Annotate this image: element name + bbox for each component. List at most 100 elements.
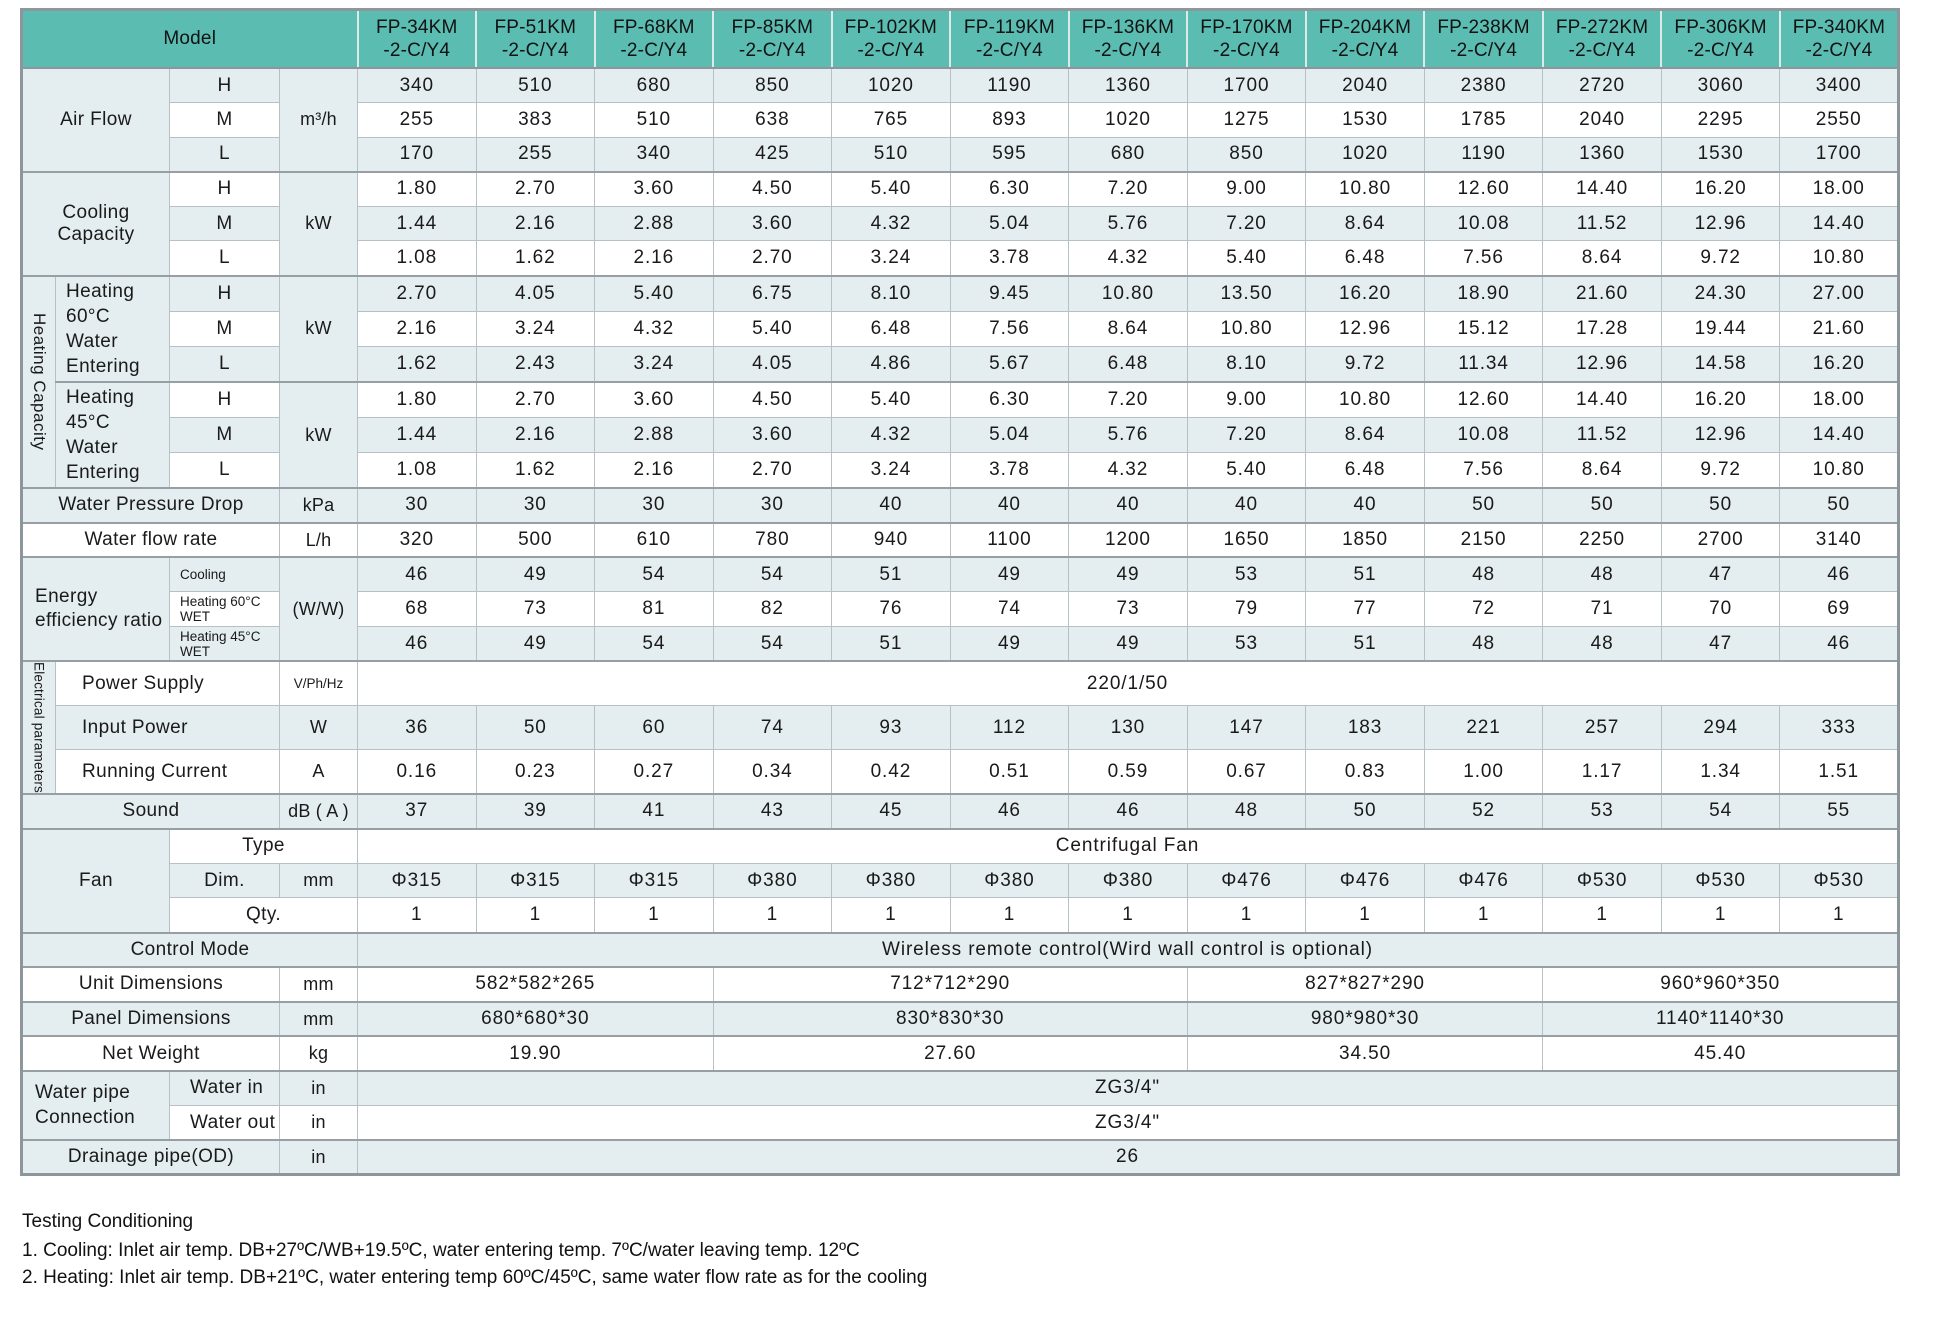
- value-cell: 1: [712, 897, 833, 934]
- value-cell: 71: [1542, 591, 1662, 628]
- model-header: Model: [20, 8, 359, 69]
- value-cell: 37: [357, 793, 477, 830]
- value-cell: 27.00: [1779, 274, 1899, 312]
- value-cell: 6.75: [712, 274, 833, 312]
- table-row: L 1.62 2.43 3.24 4.05 4.86 5.67 6.48 8.10 9.72 11.…: [22, 345, 1899, 383]
- value-cell: 5.67: [949, 345, 1070, 383]
- row-label-fan: Fan: [21, 827, 170, 934]
- value-cell: 17.28: [1542, 310, 1662, 347]
- value-cell: 130: [1068, 704, 1188, 751]
- value-cell: 50: [1542, 487, 1662, 524]
- value-cell: 54: [1660, 793, 1781, 830]
- value-cell: 46: [1068, 793, 1188, 830]
- value-cell: 7.20: [1186, 205, 1307, 242]
- value-cell: 680: [594, 67, 714, 104]
- model-column-header: FP-136KM -2-C/Y4: [1067, 8, 1189, 69]
- value-cell: 5.04: [949, 416, 1070, 454]
- value-cell: 9.72: [1660, 240, 1781, 277]
- table-row: Water Pressure Drop kPa 30 30 30 30 40 40 40 40 40…: [21, 487, 1899, 524]
- value-cell: 340: [594, 136, 714, 173]
- value-cell: 510: [475, 67, 596, 104]
- value-cell: 48: [1542, 556, 1662, 593]
- testing-notes: Testing Conditioning 1. Cooling: Inlet a…: [22, 1208, 1942, 1292]
- value-cell: 610: [594, 521, 714, 558]
- value-cell: 0.59: [1068, 749, 1188, 795]
- value-cell: Φ380: [1068, 862, 1188, 899]
- eer-sub-label-heating-60: Heating 60°C WET: [169, 591, 280, 628]
- value-cell: 46: [1779, 556, 1899, 593]
- value-cell: 582*582*265: [357, 966, 714, 1003]
- value-cell: 3.60: [594, 380, 714, 418]
- value-cell: 40: [1305, 487, 1425, 524]
- value-cell: 68: [357, 591, 477, 628]
- value-cell: 4.05: [475, 274, 596, 312]
- value-cell: 47: [1660, 626, 1781, 662]
- value-cell: 30: [594, 487, 714, 524]
- value-cell: 0.27: [594, 749, 714, 795]
- value-cell: 1.08: [357, 240, 477, 277]
- speed-label-h: H: [169, 170, 280, 207]
- value-cell: 6.48: [1068, 345, 1188, 383]
- value-cell: 1.62: [475, 452, 596, 489]
- value-cell: 8.10: [831, 274, 951, 312]
- unit-label: (W/W): [279, 556, 358, 662]
- value-cell: 48: [1423, 626, 1544, 662]
- value-cell: 54: [712, 626, 833, 662]
- table-row: Input Power W 36 50 60 74 93 112 130 147 183 221 257…: [22, 704, 1899, 751]
- unit-label: kg: [279, 1035, 358, 1072]
- value-cell: 50: [1305, 793, 1425, 830]
- unit-label: mm: [279, 862, 358, 899]
- value-cell: 8.64: [1542, 452, 1662, 489]
- value-cell: 2.70: [475, 380, 596, 418]
- unit-label: L/h: [279, 521, 358, 558]
- value-cell: Φ380: [712, 862, 833, 899]
- value-cell: 183: [1305, 704, 1425, 751]
- value-cell: 0.23: [475, 749, 596, 795]
- value-cell: 1360: [1542, 136, 1662, 173]
- value-cell: 26: [357, 1139, 1899, 1176]
- unit-label: kW: [279, 170, 358, 277]
- model-column-header: FP-68KM -2-C/Y4: [593, 8, 715, 69]
- value-cell: 5.40: [831, 170, 951, 207]
- value-cell: 7.20: [1068, 380, 1188, 418]
- value-cell: 10.80: [1779, 452, 1899, 489]
- value-cell: 51: [1305, 626, 1425, 662]
- value-cell: 70: [1660, 591, 1781, 628]
- value-cell: 638: [712, 102, 833, 138]
- value-cell: 5.40: [831, 380, 951, 418]
- value-cell: 2.43: [475, 345, 596, 383]
- value-cell: 14.40: [1542, 170, 1662, 207]
- value-cell: 712*712*290: [712, 966, 1188, 1003]
- value-cell: 3.60: [712, 416, 833, 454]
- value-cell: 12.60: [1423, 170, 1544, 207]
- value-cell: 9.00: [1186, 170, 1307, 207]
- value-cell: 30: [475, 487, 596, 524]
- value-cell: 30: [712, 487, 833, 524]
- value-cell: 960*960*350: [1542, 966, 1899, 1003]
- value-cell: Φ315: [475, 862, 596, 899]
- value-cell: Centrifugal Fan: [357, 827, 1899, 864]
- value-cell: 1020: [1305, 136, 1425, 173]
- value-cell: 680*680*30: [357, 1000, 714, 1037]
- value-cell: 40: [831, 487, 951, 524]
- value-cell: 14.40: [1542, 380, 1662, 418]
- unit-label: kW: [279, 380, 358, 489]
- value-cell: 39: [475, 793, 596, 830]
- value-cell: 10.08: [1423, 205, 1544, 242]
- row-label-sound: Sound: [21, 793, 280, 830]
- value-cell: 1700: [1186, 67, 1307, 104]
- value-cell: 49: [949, 626, 1070, 662]
- speed-label-h: H: [169, 67, 280, 104]
- value-cell: 2720: [1542, 67, 1662, 104]
- value-cell: 2.16: [594, 240, 714, 277]
- value-cell: 1020: [1068, 102, 1188, 138]
- model-column-header: FP-272KM -2-C/Y4: [1541, 8, 1663, 69]
- value-cell: 40: [1186, 487, 1307, 524]
- row-label-water-pipe-connection: Water pipe Connection: [21, 1069, 170, 1141]
- value-cell: 510: [831, 136, 951, 173]
- value-cell: 1.51: [1779, 749, 1899, 795]
- table-row: Heating 60°C WET 68 73 81 82 76 74 73 79 77 72 71 70…: [22, 591, 1899, 628]
- value-cell: 7.56: [1423, 452, 1544, 489]
